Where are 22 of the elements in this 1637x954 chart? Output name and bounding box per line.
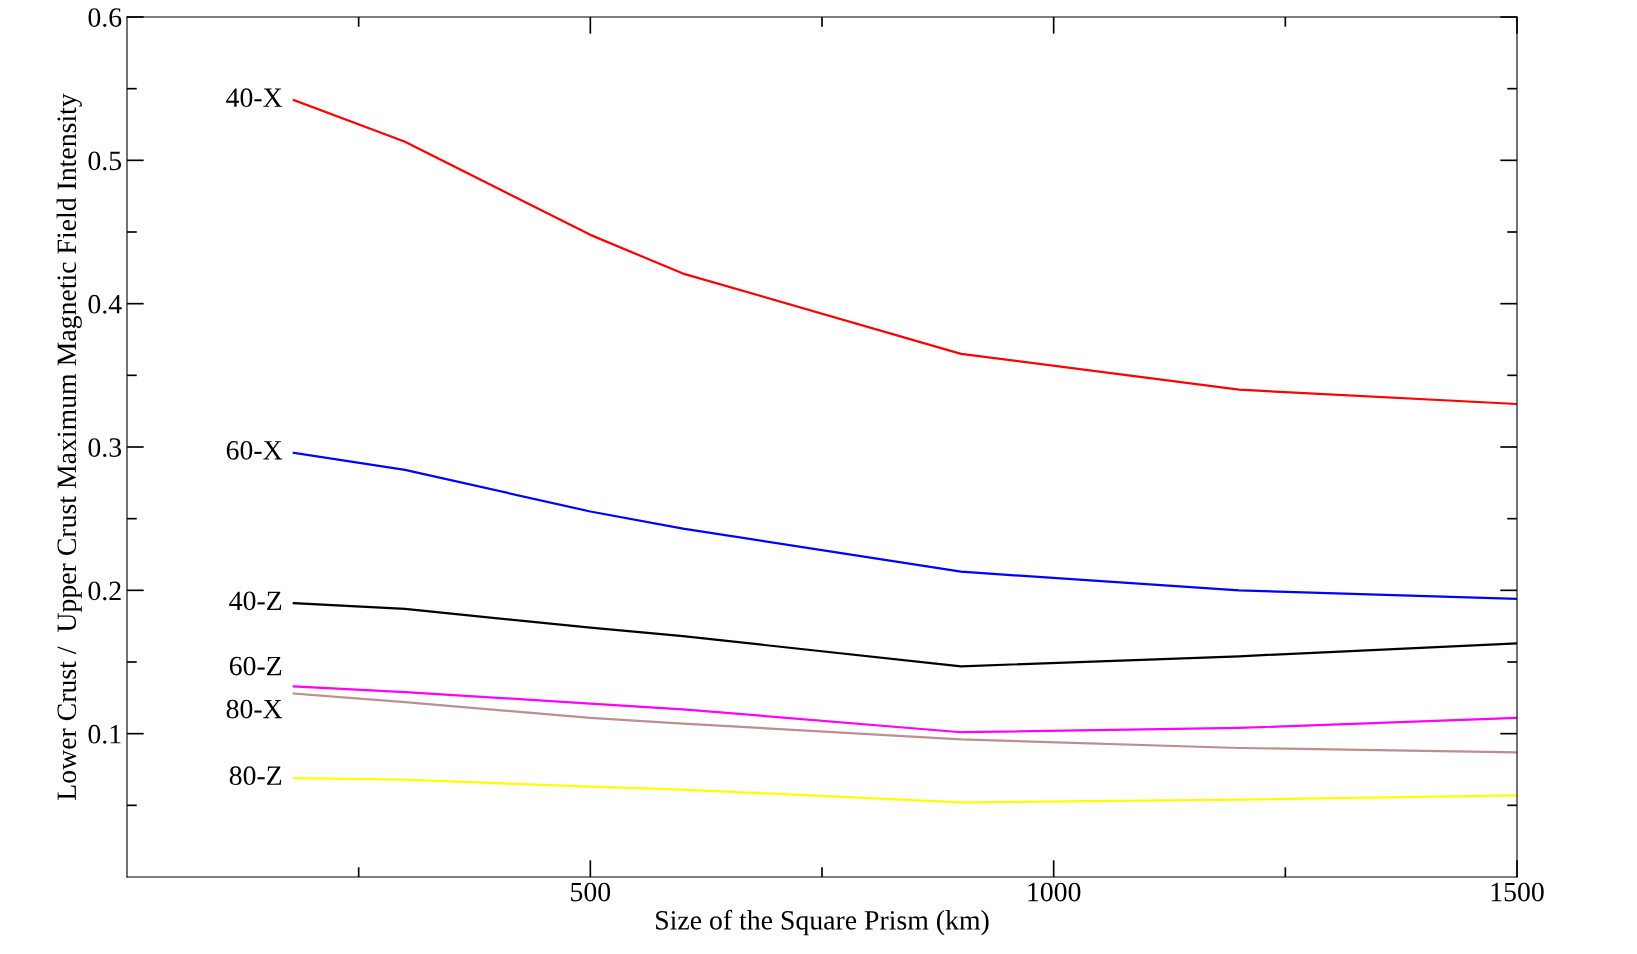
- series-label: 80-X: [226, 699, 283, 719]
- y-axis-title: Lower Crust / Upper Crust Maximum Magnetic Field Intensity: [56, 93, 82, 800]
- x-tick-label: 1500: [1491, 882, 1544, 902]
- series-label: 60-X: [226, 440, 283, 460]
- line-series: [292, 451, 1517, 601]
- series-label: 80-Z: [229, 766, 282, 786]
- y-tick-label: 0.1: [88, 724, 121, 744]
- x-axis-title: Size of the Square Prism (km): [656, 909, 989, 936]
- series-label: 40-Z: [229, 591, 282, 611]
- series-label: 60-Z: [229, 656, 282, 676]
- line-series: [292, 685, 1517, 734]
- y-tick-label: 0.5: [88, 151, 122, 171]
- line-series: [292, 776, 1517, 804]
- series-label: 40-X: [226, 88, 283, 108]
- y-tick-label: 0.4: [88, 294, 122, 314]
- x-tick-label: 1000: [1028, 882, 1081, 902]
- x-tick-label: 500: [571, 882, 611, 902]
- y-tick-label: 0.2: [88, 581, 121, 601]
- y-tick-label: 0.6: [88, 8, 122, 28]
- y-tick-label: 0.3: [88, 438, 122, 458]
- line-series: [292, 99, 1517, 406]
- line-series: [292, 692, 1517, 754]
